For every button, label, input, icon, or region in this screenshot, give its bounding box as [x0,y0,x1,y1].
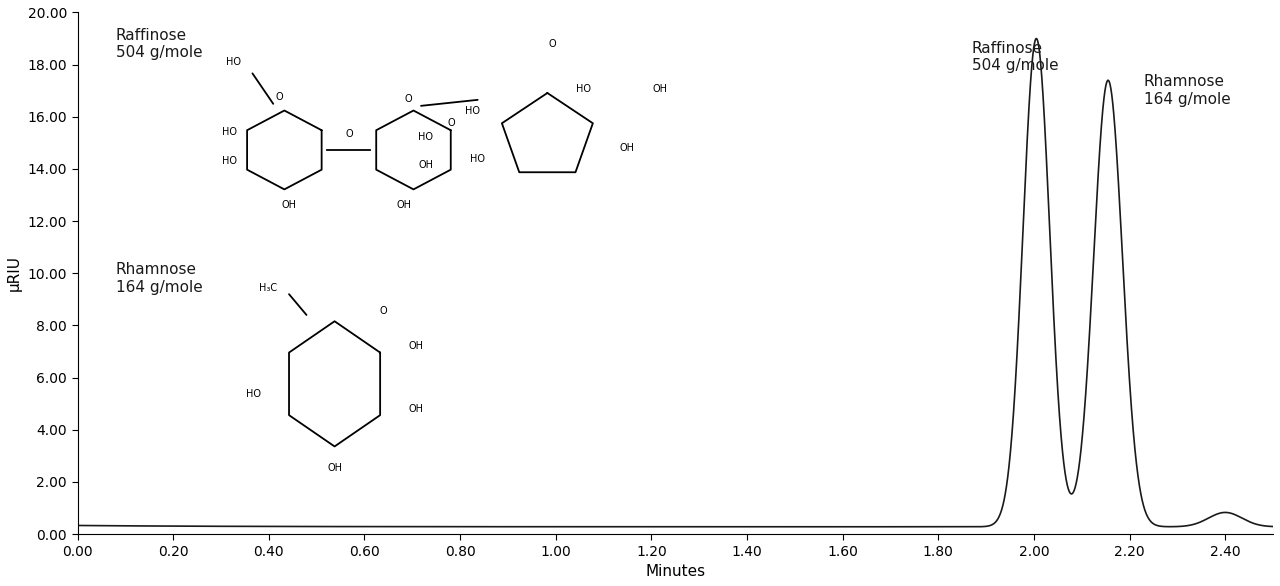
Text: Rhamnose
164 g/mole: Rhamnose 164 g/mole [1144,74,1230,107]
Text: Raffinose
504 g/mole: Raffinose 504 g/mole [972,40,1059,73]
Text: Raffinose
504 g/mole: Raffinose 504 g/mole [115,28,202,60]
Y-axis label: μRIU: μRIU [6,255,22,291]
Text: Rhamnose
164 g/mole: Rhamnose 164 g/mole [115,263,202,295]
X-axis label: Minutes: Minutes [645,564,705,579]
